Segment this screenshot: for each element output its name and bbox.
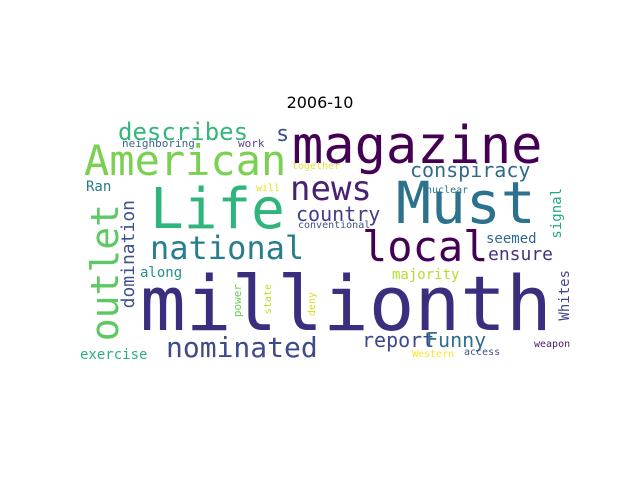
word-weapon: weapon — [534, 339, 571, 350]
word-domination: domination — [118, 200, 139, 309]
word-will: will — [256, 183, 281, 194]
word-local: local — [362, 222, 489, 271]
word-life: Life — [150, 177, 285, 242]
word-magazine: magazine — [292, 116, 543, 176]
word-ran: Ran — [86, 179, 112, 195]
word-neighboring: neighboring — [122, 137, 195, 150]
word-exercise: exercise — [80, 347, 148, 363]
word-together: together — [292, 161, 341, 172]
word-news: news — [290, 169, 372, 209]
word-american: American — [84, 136, 287, 185]
word-national: national — [150, 229, 305, 267]
word-western: Western — [412, 349, 455, 360]
word-nominated: nominated — [166, 331, 318, 364]
word-state: state — [263, 284, 274, 315]
word-seemed: seemed — [486, 231, 537, 247]
word-conspiracy: conspiracy — [410, 158, 531, 182]
word-country: country — [296, 202, 381, 226]
word-describes: describes — [118, 118, 249, 146]
word-whites: Whites — [557, 270, 573, 321]
word-conventional: conventional — [298, 220, 371, 231]
word-millionth: millionth — [140, 259, 552, 348]
word-funny: Funny — [426, 328, 487, 352]
chart-title: 2006-10 — [286, 93, 354, 112]
word-s: s — [276, 122, 290, 147]
word-access: access — [464, 347, 501, 358]
word-report: report — [362, 328, 435, 352]
word-majority: majority — [392, 267, 460, 283]
word-ensure: ensure — [488, 244, 554, 265]
word-power: power — [231, 284, 244, 318]
word-nuclear: nuclear — [426, 185, 469, 196]
word-work: work — [238, 137, 265, 150]
word-deny: deny — [307, 292, 318, 317]
word-must: Must — [396, 169, 536, 237]
word-signal: signal — [549, 188, 565, 239]
word-along: along — [140, 265, 183, 281]
word-cloud: millionth magazine Life Must American news out… — [80, 120, 573, 368]
